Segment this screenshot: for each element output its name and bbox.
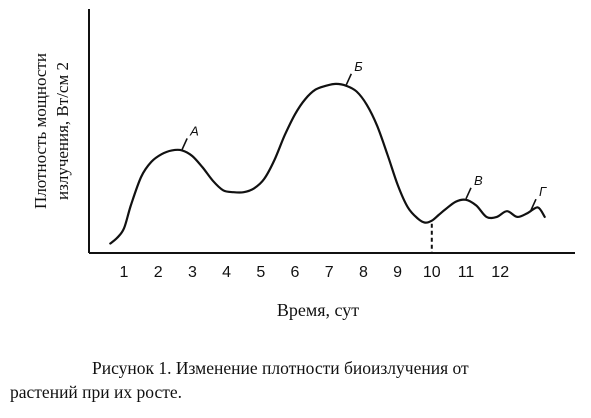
x-tick-label-9: 9 [393,264,402,281]
annotation-label-3: В [474,173,483,188]
x-tick-label-12: 12 [491,264,509,281]
y-axis-label-line1: Плотность мощности [31,53,50,209]
peak-annotations: А Б В Г [181,59,547,211]
caption-line-2: растений при их росте. [10,382,183,402]
figure-caption: Рисунок 1. Изменение плотности биоизлуче… [10,356,580,404]
x-tick-label-7: 7 [325,264,334,281]
annotation-label-1: А [189,123,199,138]
x-tick-label-10: 10 [423,264,441,281]
annotation-leader-3 [465,187,472,200]
annotation-leader-1 [181,138,188,150]
annotation-leader-4 [530,198,537,211]
x-tick-label-8: 8 [359,264,368,281]
caption-line-1: Рисунок 1. Изменение плотности биоизлуче… [92,358,469,378]
x-axis-label: Время, сут [277,300,359,320]
chart: Плотность мощности излучения, Вт/см 2 Вр… [31,9,575,320]
x-tick-label-5: 5 [256,264,265,281]
annotation-label-2: Б [354,59,363,74]
data-series-line [109,82,546,245]
annotation-leader-2 [345,73,353,86]
x-tick-label-3: 3 [188,264,197,281]
x-tick-label-11: 11 [458,264,475,281]
x-tick-labels: 1 2 3 4 5 6 7 8 9 10 11 12 [120,264,510,281]
y-axis-label-line2: излучения, Вт/см 2 [53,62,72,200]
x-tick-label-4: 4 [222,264,231,281]
x-tick-label-1: 1 [120,264,129,281]
annotation-label-4: Г [539,184,547,199]
x-tick-label-2: 2 [154,264,163,281]
x-tick-label-6: 6 [291,264,300,281]
